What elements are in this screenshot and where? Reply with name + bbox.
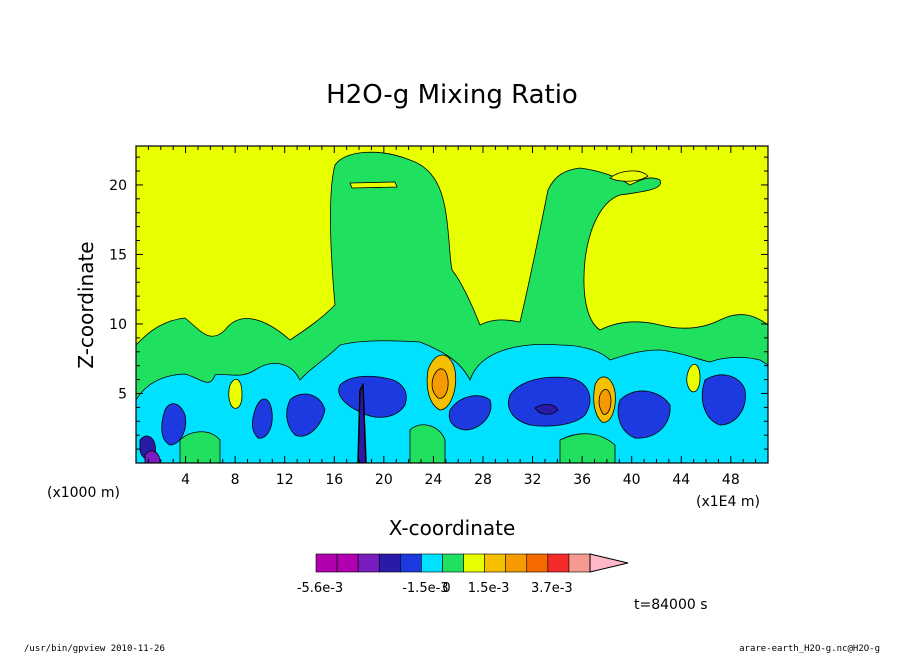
contour-green-pocket [179,431,221,463]
y-tick-label: 10 [109,317,127,333]
x-axis-title: X-coordinate [389,516,516,540]
colorbar-segment [484,553,506,573]
contour-yellow-strip [349,181,398,189]
contour-blue-region [617,390,671,439]
colorbar-label: -5.6e-3 [297,581,343,596]
x-tick-label: 16 [325,472,343,488]
contour-black-streak [357,382,367,463]
contour-orange-core [598,389,612,415]
plot-area [136,146,768,463]
x-tick-label: 20 [375,472,393,488]
colorbar-segment [336,553,359,573]
contour-orange-core [431,368,449,399]
colorbar-label: 0 [442,581,450,596]
plot-frame [135,145,769,464]
footer-left: /usr/bin/gpview 2010-11-26 [24,644,165,654]
colorbar-label: 3.7e-3 [531,581,573,596]
colorbar-label: -1.5e-3 [402,581,448,596]
contour-green-pocket [559,433,616,463]
contour-yellow-blob [609,170,649,182]
x-tick-label: 4 [181,472,190,488]
colorbar-segment [568,553,591,573]
x-tick-label: 8 [231,472,240,488]
colorbar-segment [357,553,380,573]
colorbar-segment [400,553,422,573]
chart-title: H2O-g Mixing Ratio [326,80,578,110]
contour-blue-region [338,375,407,418]
contour-blue-region [701,374,746,426]
colorbar-segment [505,553,528,573]
x-tick-label: 44 [672,472,690,488]
x-tick-label: 48 [722,472,740,488]
contour-darkblue-core [534,404,559,415]
y-unit-label: (x1000 m) [47,485,120,501]
y-tick-label: 20 [109,178,127,194]
x-tick-label: 40 [623,472,641,488]
contour-blue-region [448,395,492,431]
footer-right: arare-earth_H2O-g.nc@H2O-g [739,644,880,654]
colorbar-segment [421,553,443,573]
x-tick-label: 36 [573,472,591,488]
y-axis-title: Z-coordinate [74,241,98,368]
x-tick-label: 32 [524,472,542,488]
contour-blue-region [161,403,187,446]
colorbar-segment [547,553,570,573]
x-unit-label: (x1E4 m) [696,494,760,510]
y-tick-label: 5 [118,386,127,402]
colorbar: -5.6e-3 -1.5e-30 1.5e-3 3.7e-3 [297,553,629,596]
colorbar-segment [315,553,338,573]
colorbar-segment [463,553,485,573]
contour-yellow-pocket [686,364,701,393]
colorbar-label: 1.5e-3 [468,581,510,596]
contour-blue-region [286,393,326,437]
x-tick-label: 12 [276,472,294,488]
colorbar-segment [526,553,549,573]
colorbar-segment [378,553,401,573]
contour-green-pocket [409,424,446,463]
contour-blue-region [508,376,591,427]
time-label: t=84000 s [634,597,708,613]
x-tick-label: 24 [424,472,442,488]
contour-yellow-pocket [228,378,243,409]
contour-blue-region [251,398,273,439]
x-tick-label: 28 [474,472,492,488]
y-tick-label: 15 [109,247,127,263]
colorbar-arrow [589,553,629,573]
colorbar-segment [442,553,464,573]
